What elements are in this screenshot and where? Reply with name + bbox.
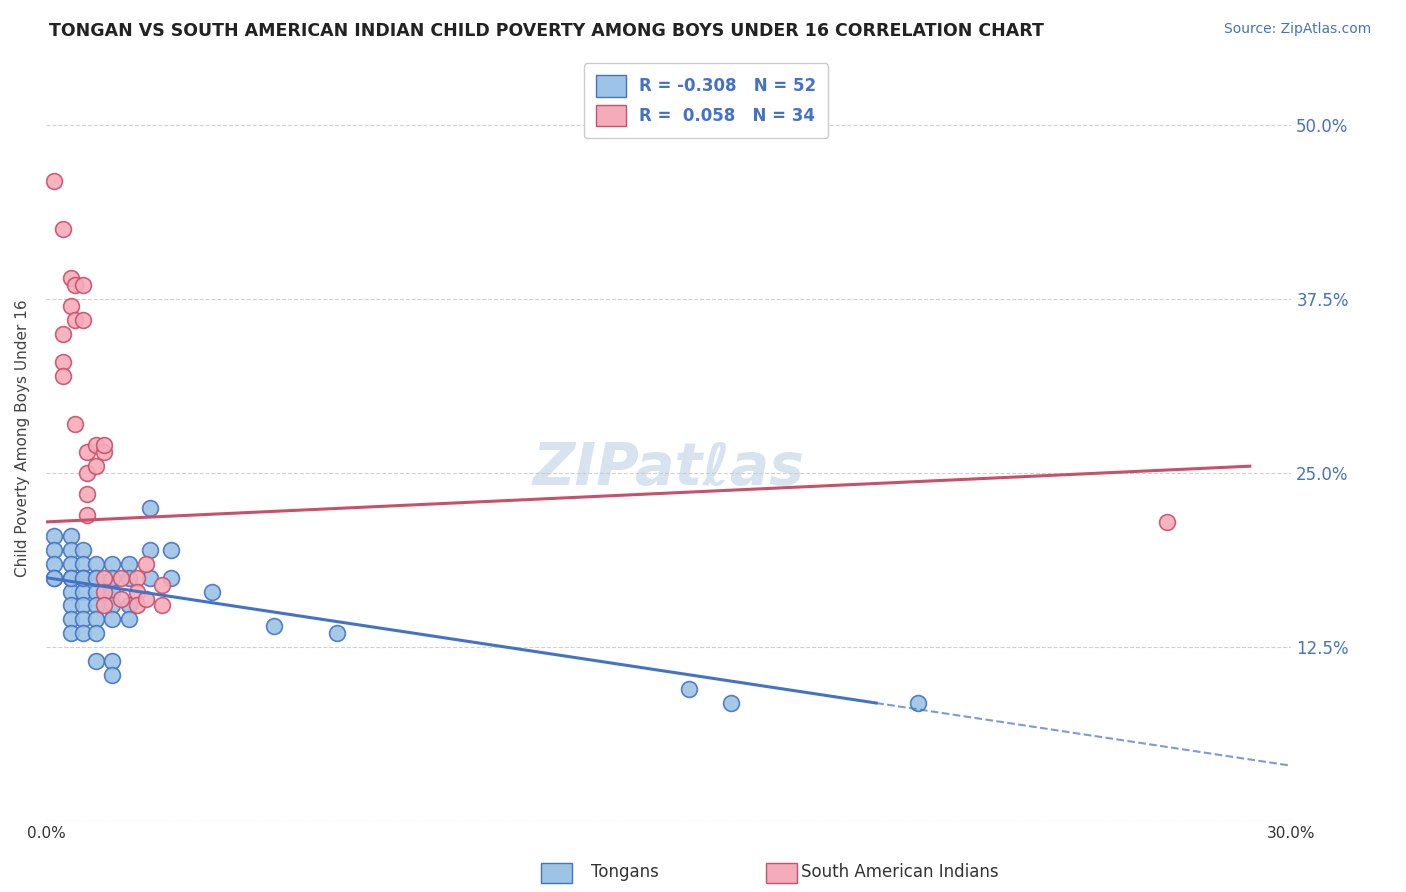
Point <box>76 466 98 480</box>
Point <box>84 438 107 452</box>
Point <box>44 542 66 557</box>
Point <box>76 487 98 501</box>
Point <box>44 571 66 585</box>
Point <box>59 571 82 585</box>
Point <box>678 682 700 697</box>
Text: Source: ZipAtlas.com: Source: ZipAtlas.com <box>1223 22 1371 37</box>
Point <box>101 668 124 682</box>
Point <box>59 584 82 599</box>
Point <box>59 529 82 543</box>
Point <box>52 368 75 383</box>
Point <box>201 584 224 599</box>
Point <box>72 571 94 585</box>
Point <box>84 571 107 585</box>
Point <box>101 612 124 626</box>
Text: ZIPatℓas: ZIPatℓas <box>533 441 804 498</box>
Point <box>59 299 82 313</box>
Point <box>101 599 124 613</box>
Point <box>139 500 162 515</box>
Text: South American Indians: South American Indians <box>801 863 1000 881</box>
Point <box>110 571 132 585</box>
Text: Tongans: Tongans <box>591 863 658 881</box>
Point <box>59 271 82 285</box>
Point <box>101 654 124 668</box>
Point <box>76 445 98 459</box>
Point <box>44 529 66 543</box>
Text: TONGAN VS SOUTH AMERICAN INDIAN CHILD POVERTY AMONG BOYS UNDER 16 CORRELATION CH: TONGAN VS SOUTH AMERICAN INDIAN CHILD PO… <box>49 22 1045 40</box>
Point <box>59 599 82 613</box>
Point <box>44 557 66 571</box>
Point <box>135 591 157 606</box>
Point <box>72 313 94 327</box>
Point <box>150 577 173 591</box>
Point <box>63 417 86 432</box>
Point <box>84 557 107 571</box>
Point <box>93 571 115 585</box>
Point <box>63 278 86 293</box>
Point <box>150 599 173 613</box>
Point <box>84 571 107 585</box>
Point <box>52 326 75 341</box>
Point <box>101 571 124 585</box>
Point <box>59 542 82 557</box>
Point <box>59 626 82 640</box>
Point <box>84 612 107 626</box>
Point <box>84 599 107 613</box>
Point <box>127 571 149 585</box>
Point <box>84 459 107 474</box>
Point <box>101 584 124 599</box>
Point <box>72 557 94 571</box>
Legend: R = -0.308   N = 52, R =  0.058   N = 34: R = -0.308 N = 52, R = 0.058 N = 34 <box>583 63 828 138</box>
Point <box>63 313 86 327</box>
Point <box>52 222 75 236</box>
Point <box>101 557 124 571</box>
Point <box>72 278 94 293</box>
Point <box>139 571 162 585</box>
Point <box>72 626 94 640</box>
Point <box>907 696 929 710</box>
Point <box>325 626 347 640</box>
Point <box>44 173 66 187</box>
Point <box>72 542 94 557</box>
Point <box>72 599 94 613</box>
Point <box>72 584 94 599</box>
Point <box>44 571 66 585</box>
Point <box>139 542 162 557</box>
Point <box>84 626 107 640</box>
Point <box>84 654 107 668</box>
Point <box>93 445 115 459</box>
Point <box>118 571 141 585</box>
Point <box>76 508 98 522</box>
Point <box>93 599 115 613</box>
Point <box>72 612 94 626</box>
Point <box>59 571 82 585</box>
Point <box>84 584 107 599</box>
Y-axis label: Child Poverty Among Boys Under 16: Child Poverty Among Boys Under 16 <box>15 300 30 577</box>
Point <box>59 557 82 571</box>
Point <box>72 571 94 585</box>
Point <box>159 542 181 557</box>
Point <box>135 557 157 571</box>
Point <box>720 696 742 710</box>
Point <box>118 612 141 626</box>
Point <box>263 619 285 633</box>
Point <box>59 612 82 626</box>
Point <box>93 584 115 599</box>
Point <box>159 571 181 585</box>
Point <box>1156 515 1178 529</box>
Point <box>118 599 141 613</box>
Point <box>110 591 132 606</box>
Point <box>127 599 149 613</box>
Point <box>127 584 149 599</box>
Point <box>93 438 115 452</box>
Point <box>52 354 75 368</box>
Point <box>118 557 141 571</box>
